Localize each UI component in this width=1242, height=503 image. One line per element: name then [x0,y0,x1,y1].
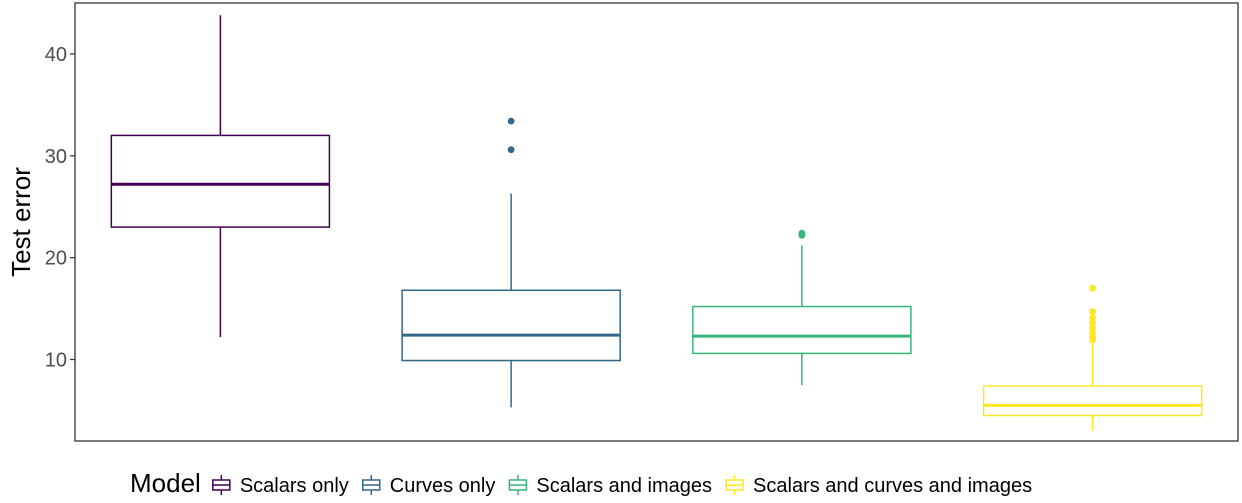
legend: Model Scalars only Curves only Scalars and… [130,468,1032,498]
outlier-point [1089,329,1097,337]
box [110,134,331,228]
legend-label: Scalars only [240,475,349,497]
y-axis-title: Test error [6,167,36,277]
outlier-point [1089,284,1097,292]
outlier-point [507,146,515,154]
y-tick-label: 30 [45,146,67,168]
y-tick-label: 10 [45,350,67,372]
box-group [401,117,621,408]
y-axis: 10 20 30 40 [45,44,75,372]
box-series [110,15,1203,431]
legend-items: Scalars only Curves only Scalars and image… [212,475,1032,497]
outlier-point [1089,324,1097,332]
box [692,305,912,355]
y-tick-label: 40 [45,44,67,66]
legend-title: Model [130,468,201,498]
outlier-point [1089,308,1097,316]
outlier-point [1089,314,1097,322]
outlier-point [1089,319,1097,327]
box-group [110,15,331,338]
legend-label: Scalars and curves and images [753,475,1032,497]
plot-panel-border [74,2,1239,442]
box-group [982,284,1203,431]
box [401,289,621,362]
plot-area: 10 20 30 40 [45,2,1239,442]
outlier-point [507,117,515,125]
box-group [692,229,912,385]
legend-item: Scalars and images [508,475,712,497]
box [982,385,1203,417]
legend-item: Scalars only [212,475,349,497]
y-tick-label: 20 [45,248,67,270]
legend-label: Curves only [390,475,496,497]
outlier-point [798,229,806,237]
legend-label: Scalars and images [536,475,712,497]
legend-item: Scalars and curves and images [725,475,1032,497]
legend-item: Curves only [362,475,496,497]
